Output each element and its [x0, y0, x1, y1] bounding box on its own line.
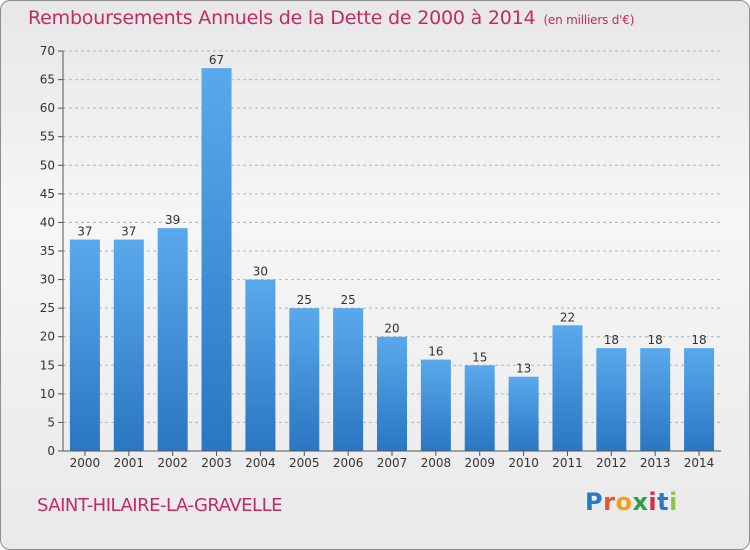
y-tick-label: 0 [47, 444, 55, 458]
bar-chart: 37 37 39 67 30 25 25 20 16 15 13 22 18 18 18 0 5 10 15 20 2… [40, 44, 721, 470]
logo-letter: t [657, 488, 670, 516]
x-tick-label: 2006 [333, 456, 364, 470]
x-tick-label: 2014 [684, 456, 715, 470]
y-tick-label: 55 [40, 130, 55, 144]
bar [464, 365, 495, 451]
y-tick-label: 15 [40, 358, 55, 372]
y-tick-label: 40 [40, 215, 55, 229]
y-tick-label: 5 [47, 415, 55, 429]
x-tick-label: 2012 [596, 456, 627, 470]
x-tick-label: 2003 [201, 456, 232, 470]
bar [596, 348, 627, 451]
bar-value-label: 18 [604, 333, 619, 347]
bar-value-label: 25 [340, 293, 355, 307]
logo-letter: i [669, 488, 678, 516]
commune-name: SAINT-HILAIRE-LA-GRAVELLE [37, 495, 282, 516]
chart-title: Remboursements Annuels de la Dette de 20… [28, 7, 634, 29]
bar [201, 68, 232, 452]
bar-value-label: 67 [209, 53, 224, 67]
bar-value-label: 15 [472, 350, 487, 364]
bar-value-label: 30 [253, 265, 268, 279]
title-text: Remboursements Annuels de la Dette de 20… [28, 7, 536, 29]
bar-value-label: 39 [165, 213, 180, 227]
logo-letter: x [632, 488, 649, 516]
bar [245, 279, 276, 451]
x-tick-label: 2008 [421, 456, 452, 470]
bar-value-label: 18 [648, 333, 663, 347]
bar [157, 228, 188, 451]
bar [552, 325, 583, 451]
y-tick-label: 70 [40, 44, 55, 58]
logo-letter: r [603, 488, 616, 516]
y-tick-label: 25 [40, 301, 55, 315]
x-tick-label: 2002 [157, 456, 188, 470]
bar-value-label: 22 [560, 310, 575, 324]
y-tick-label: 30 [40, 273, 55, 287]
x-tick-label: 2005 [289, 456, 320, 470]
proxiti-logo: Proxiti [585, 488, 678, 516]
bar [684, 348, 715, 451]
x-tick-label: 2007 [377, 456, 408, 470]
y-tick-label: 60 [40, 101, 55, 115]
bar-value-label: 37 [121, 225, 136, 239]
x-tick-label: 2009 [464, 456, 495, 470]
y-tick-label: 45 [40, 187, 55, 201]
x-tick-label: 2000 [70, 456, 101, 470]
x-tick-label: 2010 [508, 456, 539, 470]
bar [69, 239, 100, 451]
logo-letter: o [615, 488, 633, 516]
bar [377, 336, 407, 451]
bar-value-label: 37 [77, 225, 92, 239]
logo-letter: i [648, 488, 658, 516]
x-tick-label: 2004 [245, 456, 276, 470]
logo-letter: P [585, 488, 604, 516]
y-tick-label: 50 [40, 158, 55, 172]
x-tick-label: 2011 [552, 456, 583, 470]
y-tick-label: 35 [40, 244, 55, 258]
bar-value-label: 18 [691, 333, 706, 347]
bar [640, 348, 671, 451]
bar [289, 308, 320, 451]
bar-value-label: 13 [516, 362, 531, 376]
title-unit: (en milliers d'€) [543, 13, 635, 27]
bar [508, 376, 539, 451]
axes: 0 5 10 15 20 25 30 35 40 45 50 55 60 65 70 2000 2001 2002… [40, 44, 721, 470]
bar [113, 239, 144, 451]
bar [420, 359, 451, 451]
y-tick-label: 10 [40, 387, 55, 401]
bar-value-label: 20 [384, 322, 399, 336]
bar-value-label: 16 [428, 345, 443, 359]
y-tick-label: 65 [40, 73, 55, 87]
x-tick-label: 2013 [640, 456, 671, 470]
bar [333, 308, 364, 451]
y-tick-label: 20 [40, 330, 55, 344]
bars: 37 37 39 67 30 25 25 20 16 15 13 22 18 18 18 [69, 53, 715, 452]
x-tick-label: 2001 [114, 456, 145, 470]
bar-value-label: 25 [297, 293, 312, 307]
